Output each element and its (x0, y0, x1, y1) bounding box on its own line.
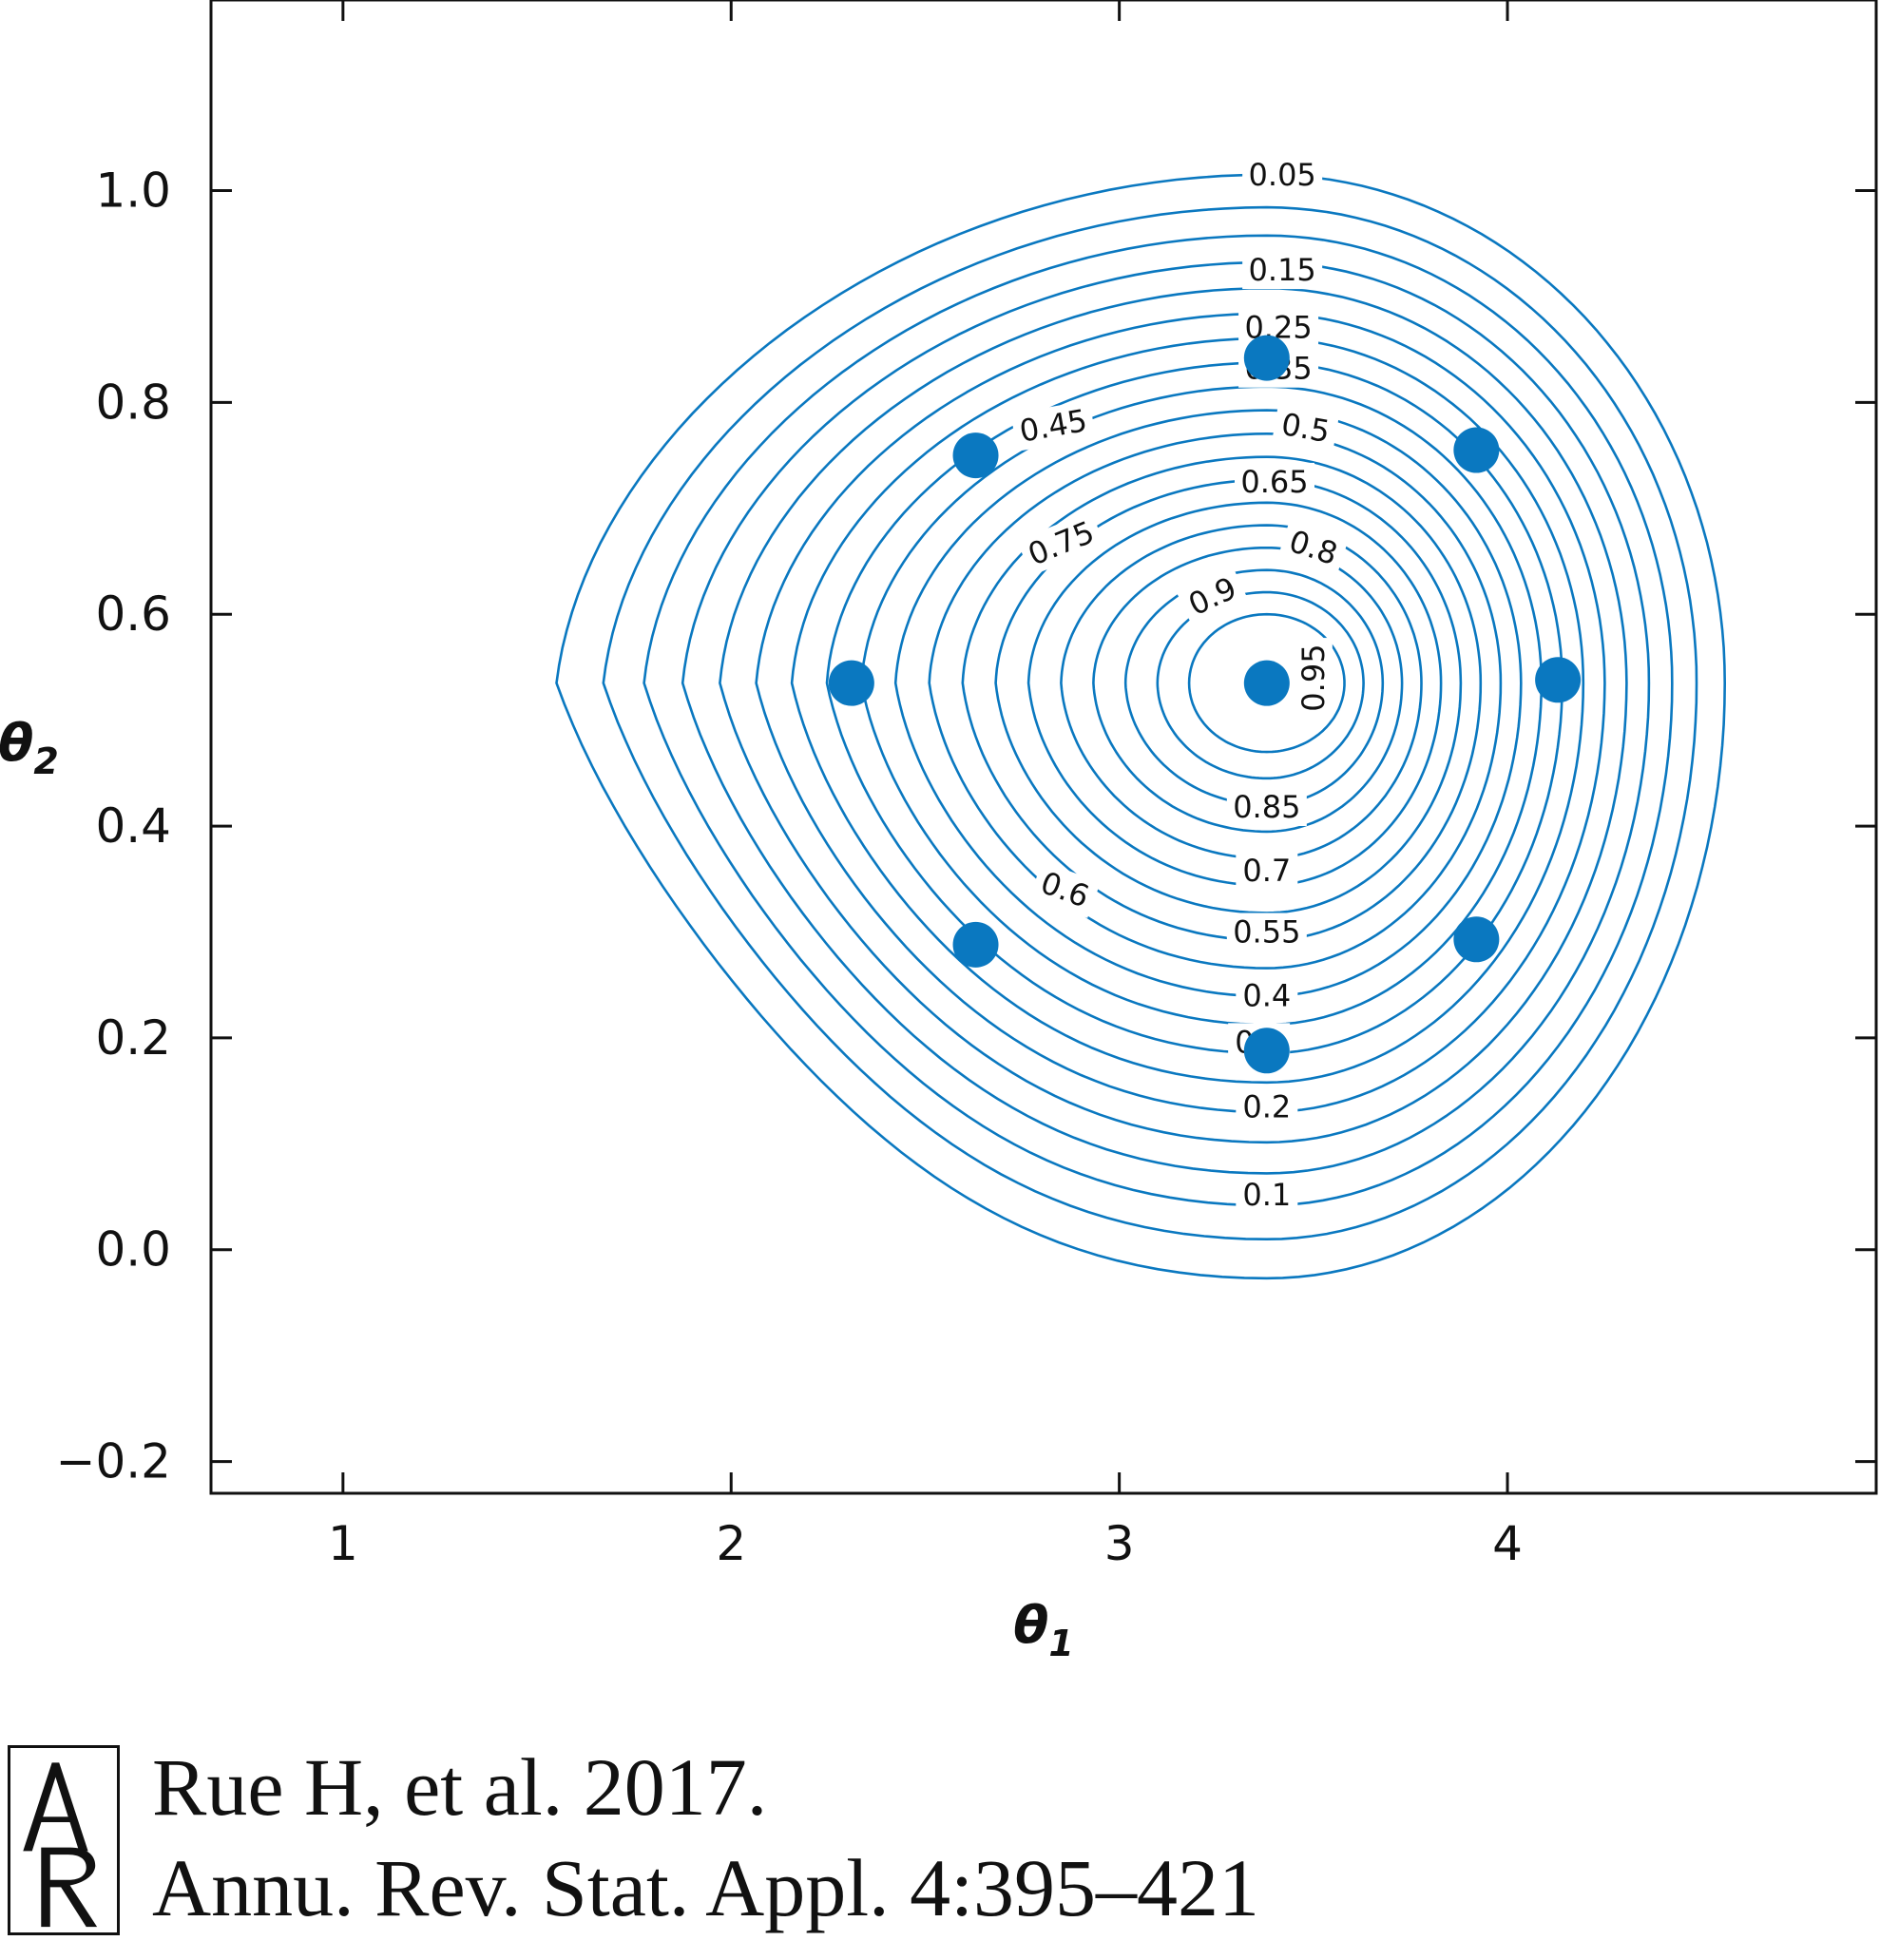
x-tick-label: 4 (1492, 1516, 1523, 1571)
y-tick-label: 0.2 (95, 1010, 171, 1066)
contour-label: 0.75 (1023, 514, 1099, 573)
contour-line (555, 173, 1727, 1280)
contour-lines (555, 173, 1727, 1280)
y-tick-label: 1.0 (95, 163, 171, 219)
contour-label-bg (1226, 788, 1307, 827)
contour-label-group: 0.1 (1236, 1175, 1298, 1214)
contour-label-bg (1016, 510, 1105, 576)
design-point (1243, 1028, 1290, 1074)
y-tick-label: 0.4 (95, 798, 171, 854)
contour-label: 0.45 (1017, 402, 1090, 450)
contour-label-group: 0.05 (1242, 155, 1323, 194)
design-point (1243, 335, 1290, 381)
y-tick-label: 0.8 (95, 375, 171, 430)
contour-label-group: 0.25 (1238, 308, 1319, 347)
y-tick-label: 0.0 (95, 1222, 171, 1278)
contour-line (825, 361, 1564, 1055)
contour-line (681, 260, 1651, 1175)
contour-label-bg (1236, 1087, 1298, 1126)
design-point (1243, 660, 1290, 706)
contour-label-group: 0.95 (1294, 638, 1333, 719)
contour-label-bg (1236, 851, 1298, 890)
citation-journal: Annu. Rev. Stat. Appl. 4:395–421 (152, 1842, 1259, 1933)
logo-monogram (23, 1762, 98, 1928)
contour-label-group: 0.15 (1242, 251, 1323, 290)
contour-line (994, 478, 1463, 914)
x-tick-label: 2 (716, 1516, 746, 1571)
contour-label-group: 0.7 (1236, 851, 1298, 890)
contour-label-bg (1010, 399, 1097, 452)
x-axis-ticks: 1 2 3 4 (328, 0, 1523, 1571)
contour-label-bg (1029, 861, 1101, 918)
design-point (952, 921, 999, 968)
contour-label-bg (1234, 462, 1314, 501)
contour-label: 0.7 (1242, 853, 1291, 889)
contour-label: 0.5 (1278, 406, 1333, 450)
x-tick-label: 3 (1104, 1516, 1135, 1571)
contour-label: 0.4 (1242, 977, 1291, 1013)
citation-authors-year: Rue H, et al. 2017. (152, 1741, 768, 1833)
y-tick-label: −0.2 (56, 1434, 171, 1489)
annual-reviews-logo (8, 1745, 120, 1935)
contour-line (928, 432, 1503, 970)
contour-label: 0.1 (1242, 1177, 1291, 1213)
x-tick-label: 1 (328, 1516, 358, 1571)
contour-label-group: 0.4 (1236, 976, 1298, 1015)
contour-line (602, 205, 1698, 1241)
design-point (1535, 657, 1582, 703)
contour-label-group: 0.85 (1226, 788, 1307, 827)
contour-label-group: 0.55 (1226, 913, 1307, 951)
contour-line (1156, 590, 1365, 780)
y-axis-ticks: −0.2 0.0 0.2 0.4 0.6 0.8 1.0 (56, 163, 1876, 1489)
contour-label-group: 0.5 (1272, 403, 1340, 452)
contour-label-bg (1272, 403, 1340, 452)
contour-label-group: 0.2 (1236, 1087, 1298, 1126)
contour-label-group: 0.65 (1234, 462, 1314, 501)
contour-line (1187, 612, 1346, 754)
contour-label: 0.85 (1233, 789, 1300, 825)
contour-label-group: 0.8 (1277, 519, 1349, 576)
contour-label-group: 0.45 (1010, 399, 1097, 452)
design-point (828, 660, 874, 706)
contour-label-bg (1226, 913, 1307, 951)
axis-title-base: θ (1013, 1595, 1048, 1655)
contour-line (961, 455, 1483, 942)
contour-label: 0.05 (1249, 157, 1316, 193)
axis-title-base: θ (0, 713, 33, 773)
contour-label-bg (1242, 251, 1323, 290)
contour-label-bg (1294, 638, 1333, 719)
contour-label: 0.55 (1233, 913, 1300, 950)
y-axis-title: θ2 (0, 713, 59, 782)
contour-label: 0.2 (1242, 1088, 1291, 1124)
contour-line (755, 312, 1606, 1114)
contour-label-bg (1236, 1175, 1298, 1214)
design-point (952, 432, 999, 479)
design-point (1453, 427, 1500, 473)
contour-label: 0.15 (1249, 252, 1316, 288)
plot-frame (209, 0, 1878, 1495)
x-axis-title: θ1 (1013, 1595, 1074, 1664)
contour-line (643, 234, 1674, 1207)
contour-label-group: 0.6 (1029, 861, 1101, 918)
y-tick-label: 0.6 (95, 586, 171, 642)
contour-chart: 0.050.150.250.350.450.50.650.750.80.90.9… (0, 0, 1878, 1664)
axis-title-subscript: 2 (33, 740, 58, 782)
contour-label-bg (1277, 519, 1349, 576)
contour-line (790, 336, 1585, 1085)
contour-label: 0.65 (1240, 464, 1308, 500)
axis-title-subscript: 1 (1048, 1623, 1073, 1664)
contour-line (893, 409, 1523, 998)
contour-label-bg (1176, 566, 1249, 627)
contour-label-bg (1242, 155, 1323, 194)
design-points (828, 335, 1582, 1074)
contour-line (1026, 501, 1443, 888)
contour-label-bg (1236, 976, 1298, 1015)
contour-line (1123, 568, 1385, 807)
citation-block: Rue H, et al. 2017. Annu. Rev. Stat. App… (0, 1739, 1880, 1960)
contour-label-group: 0.9 (1176, 566, 1249, 627)
contour-label: 0.95 (1295, 644, 1332, 711)
contour-line (719, 286, 1628, 1144)
design-point (1453, 916, 1500, 963)
